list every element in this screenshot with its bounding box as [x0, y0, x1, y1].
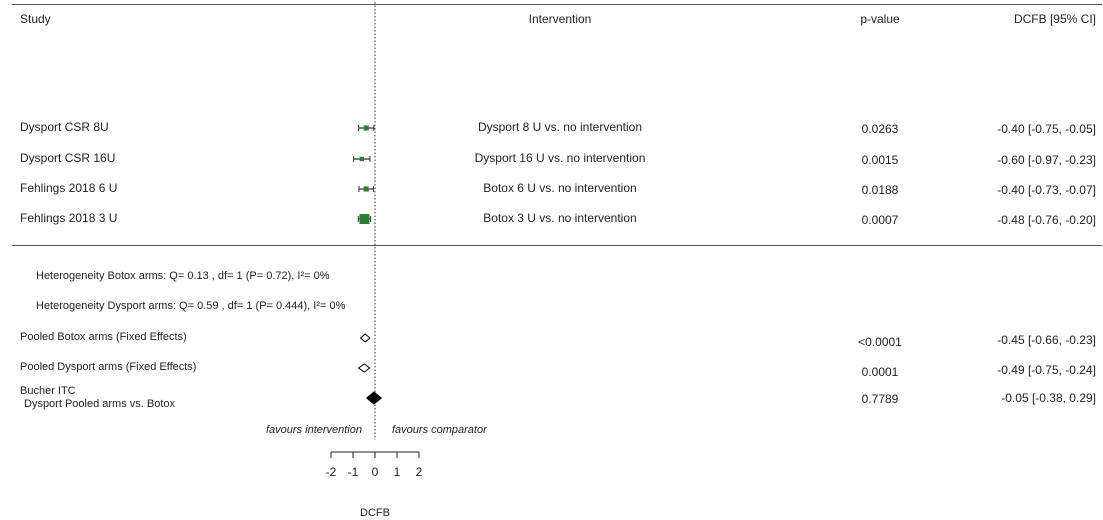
study-name: Fehlings 2018 6 U [20, 181, 118, 195]
study-point [363, 186, 369, 192]
x-tick-label: 1 [394, 465, 401, 479]
favours-right-label: favours comparator [392, 424, 487, 436]
pooled-label: Pooled Botox arms (Fixed Effects) [20, 331, 187, 343]
study-name: Dysport CSR 8U [20, 120, 109, 134]
pooled-pvalue: <0.0001 [858, 335, 902, 349]
top-rule [12, 4, 1102, 5]
study-intervention: Botox 3 U vs. no intervention [483, 211, 637, 225]
pooled-ci-text: -0.49 [-0.75, -0.24] [997, 363, 1096, 377]
itc-pvalue: 0.7789 [861, 392, 899, 406]
heterogeneity-dysport: Heterogeneity Dysport arms: Q= 0.59 , df… [36, 300, 346, 312]
study-pvalue: 0.0263 [861, 122, 899, 136]
header-pvalue: p-value [860, 12, 900, 26]
itc-ci-text: -0.05 [-0.38, 0.29] [1001, 391, 1096, 405]
study-intervention: Dysport 8 U vs. no intervention [477, 120, 643, 134]
heterogeneity-botox: Heterogeneity Botox arms: Q= 0.13 , df= … [36, 270, 330, 282]
study-pvalue: 0.0015 [861, 153, 899, 167]
itc-label-line2: Dysport Pooled arms vs. Botox [24, 398, 176, 410]
header-intervention: Intervention [528, 12, 592, 26]
study-name: Fehlings 2018 3 U [20, 211, 118, 225]
favours-left-label: favours intervention [266, 424, 362, 436]
x-tick-label: -2 [326, 465, 337, 479]
study-ci-text: -0.40 [-0.73, -0.07] [997, 183, 1096, 197]
itc-label-line1: Bucher ITC [20, 385, 76, 397]
x-tick-label: -1 [348, 465, 359, 479]
pooled-pvalue: 0.0001 [861, 365, 899, 379]
pooled-diamond [359, 333, 371, 343]
study-pvalue: 0.0007 [861, 213, 899, 227]
pooled-ci-text: -0.45 [-0.66, -0.23] [997, 333, 1096, 347]
study-name: Dysport CSR 16U [20, 151, 116, 165]
study-point [363, 125, 369, 131]
header-effect: DCFB [95% CI] [1013, 12, 1096, 26]
header-study: Study [20, 12, 51, 26]
study-pvalue: 0.0188 [861, 183, 899, 197]
mid-rule [12, 245, 1102, 246]
study-ci-text: -0.60 [-0.97, -0.23] [997, 153, 1096, 167]
study-ci-text: -0.48 [-0.76, -0.20] [997, 213, 1096, 227]
study-intervention: Dysport 16 U vs. no intervention [474, 151, 646, 165]
pooled-diamond [365, 391, 383, 405]
pooled-diamond [357, 363, 371, 373]
study-ci-text: -0.40 [-0.75, -0.05] [997, 122, 1096, 136]
x-tick-label: 0 [372, 465, 379, 479]
study-point [359, 214, 370, 224]
pooled-label: Pooled Dysport arms (Fixed Effects) [20, 361, 197, 373]
x-axis-label: DCFB [360, 507, 390, 519]
study-intervention: Botox 6 U vs. no intervention [483, 181, 637, 195]
study-point [359, 156, 364, 162]
x-tick-label: 2 [416, 465, 423, 479]
